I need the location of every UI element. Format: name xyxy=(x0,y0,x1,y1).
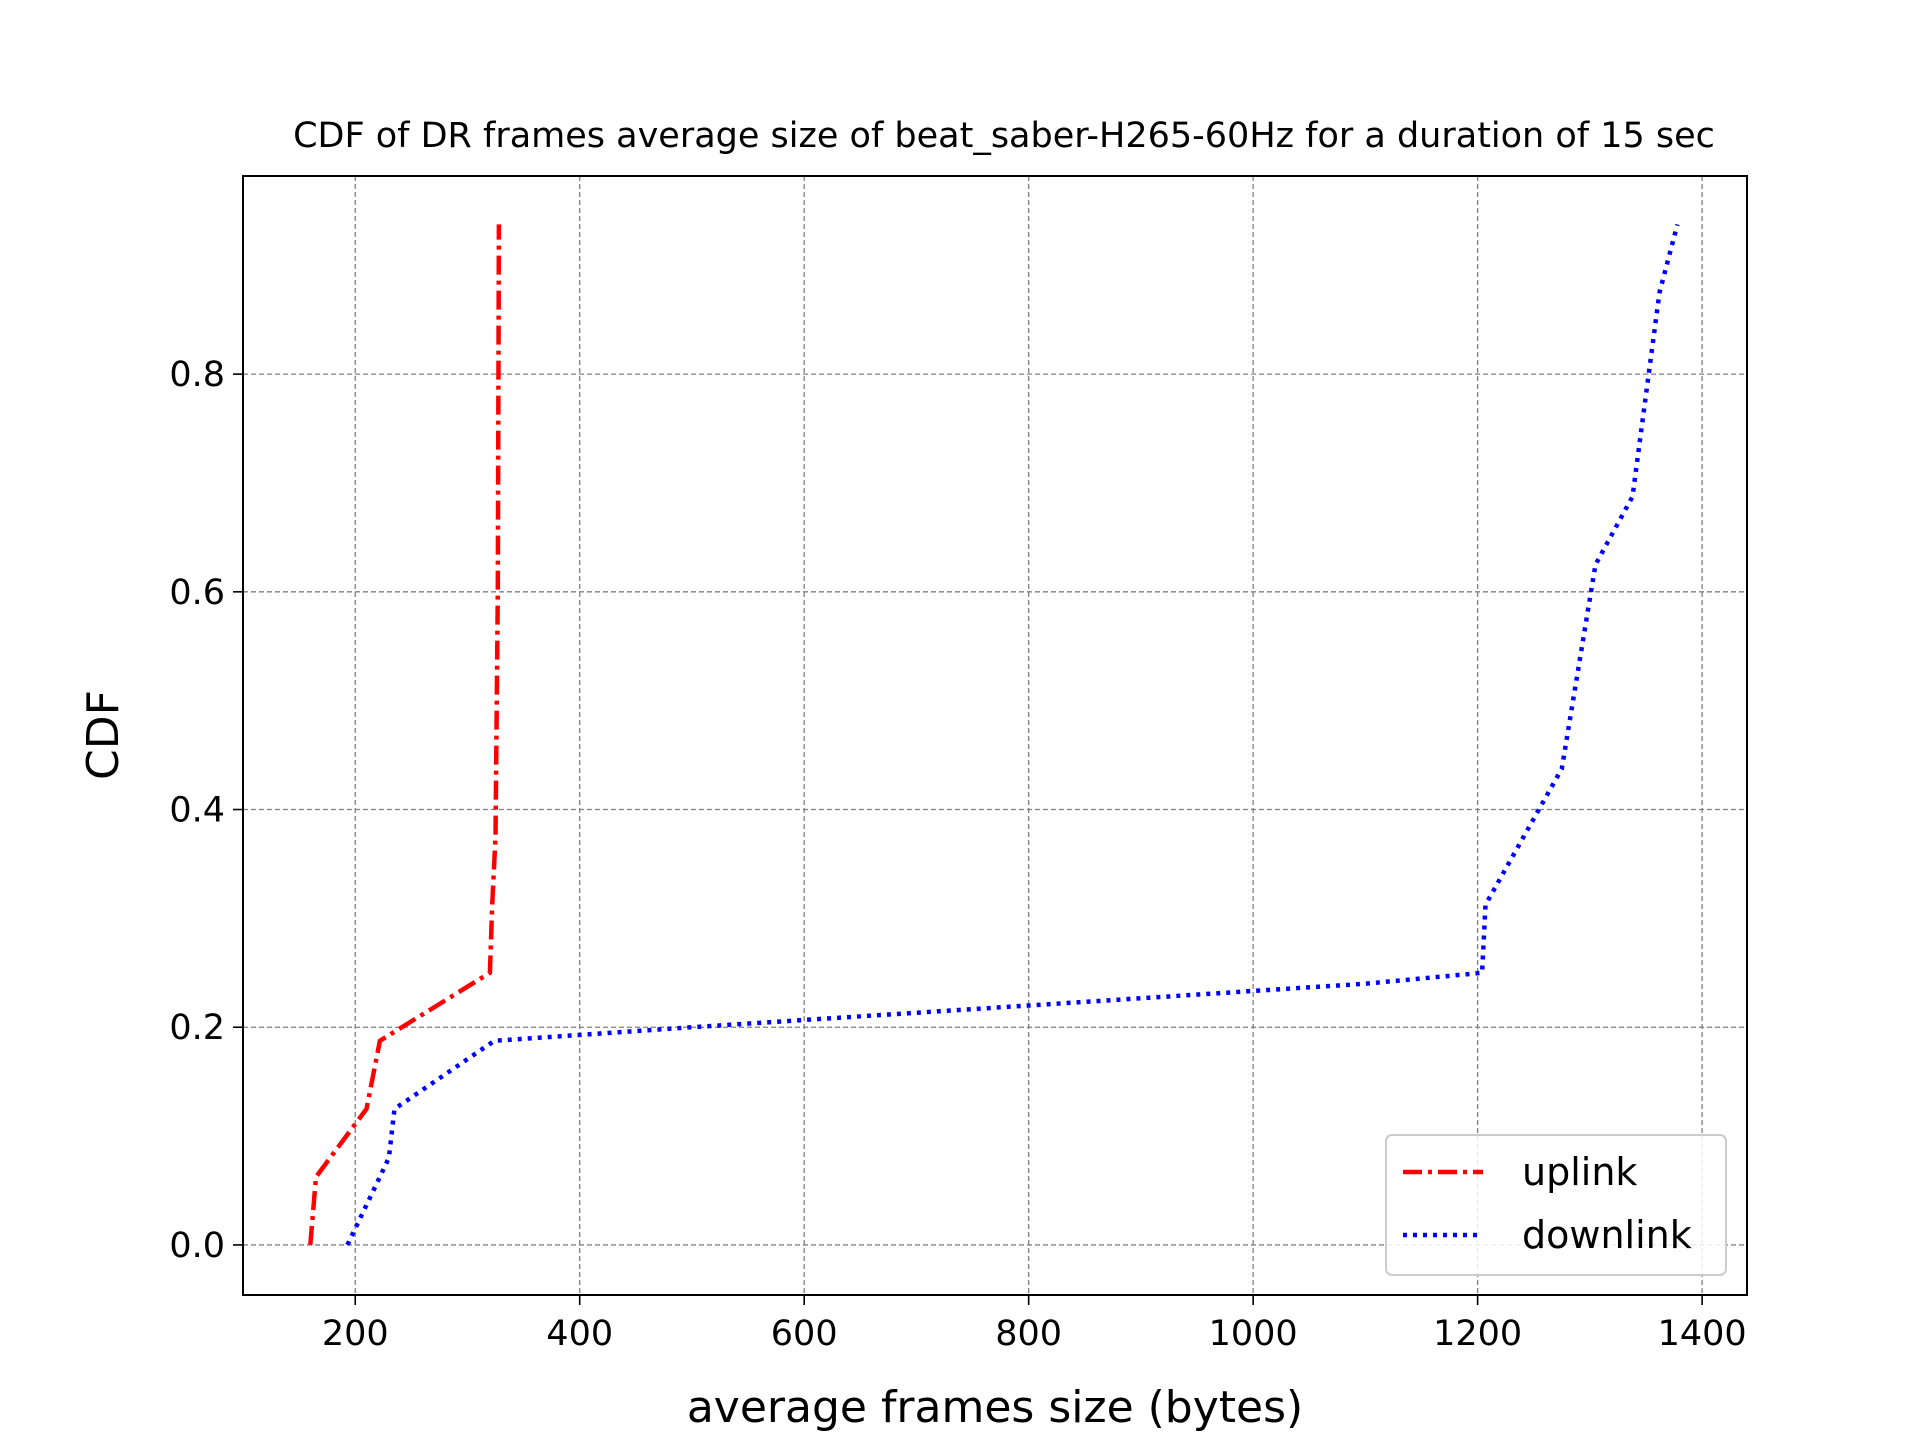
x-tick-label: 800 xyxy=(995,1314,1062,1354)
y-tick-label: 0.0 xyxy=(169,1226,225,1266)
y-tick-label: 0.8 xyxy=(169,355,225,395)
y-tick-label: 0.6 xyxy=(169,573,225,613)
x-tick-label: 1400 xyxy=(1658,1314,1747,1354)
ticks: 200 400 600 800 1000 1200 1400 0.0 0.2 0.4 0.6 0.8 xyxy=(169,355,1746,1354)
grid xyxy=(243,176,1747,1295)
x-tick-label: 1000 xyxy=(1209,1314,1298,1354)
legend-label-downlink: downlink xyxy=(1522,1213,1692,1257)
legend: uplink downlink xyxy=(1385,1134,1727,1276)
y-tick-label: 0.4 xyxy=(169,791,225,831)
series-layer xyxy=(308,223,1680,1246)
chart-title: CDF of DR frames average size of beat_sa… xyxy=(293,116,1715,156)
legend-label-uplink: uplink xyxy=(1522,1150,1637,1194)
x-axis-label: average frames size (bytes) xyxy=(687,1382,1303,1433)
x-tick-label: 600 xyxy=(771,1314,838,1354)
x-tick-label: 400 xyxy=(546,1314,613,1354)
legend-box xyxy=(1385,1134,1727,1276)
series-line-uplink xyxy=(308,224,502,1246)
y-tick-label: 0.2 xyxy=(169,1008,225,1048)
series-line-downlink xyxy=(345,223,1680,1246)
y-axis-label: CDF xyxy=(78,690,129,780)
plot-frame xyxy=(242,175,1748,1296)
x-tick-label: 200 xyxy=(322,1314,389,1354)
x-tick-label: 1200 xyxy=(1433,1314,1522,1354)
